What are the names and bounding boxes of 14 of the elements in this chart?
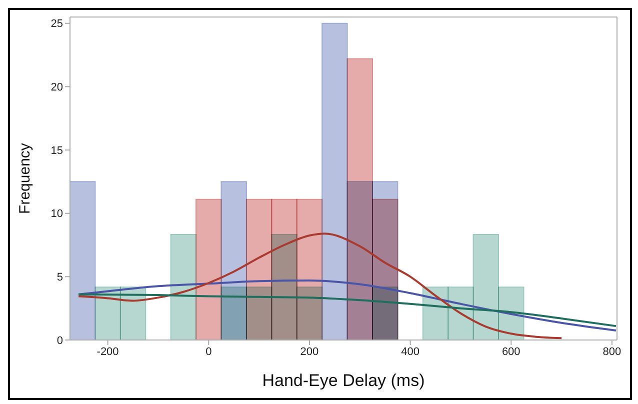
x-tick-label: 200 [300, 346, 319, 358]
y-axis-title: Frequency [16, 142, 34, 214]
y-tick-label: 15 [50, 144, 63, 157]
y-tick-label: 5 [56, 272, 63, 284]
y-tick-label: 0 [56, 334, 63, 347]
x-tick-label: 600 [502, 346, 520, 358]
y-tick-label: 20 [50, 82, 63, 94]
x-tick-label: 0 [206, 346, 212, 358]
x-tick-label: 800 [602, 346, 622, 358]
y-tick-label: 25 [50, 18, 63, 30]
x-tick-label: 400 [401, 346, 420, 358]
x-tick-label: -200 [96, 346, 119, 358]
y-tick-label: 10 [50, 208, 63, 220]
x-axis-title: Hand-Eye Delay (ms) [262, 371, 425, 390]
